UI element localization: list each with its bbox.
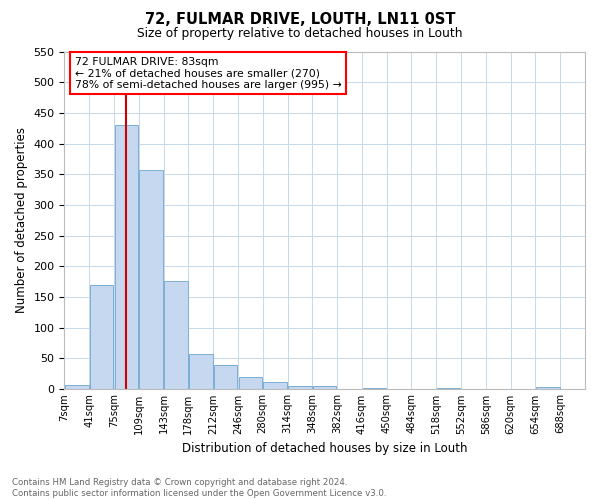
Text: 72 FULMAR DRIVE: 83sqm
← 21% of detached houses are smaller (270)
78% of semi-de: 72 FULMAR DRIVE: 83sqm ← 21% of detached… <box>75 56 341 90</box>
Text: Size of property relative to detached houses in Louth: Size of property relative to detached ho… <box>137 28 463 40</box>
Text: 72, FULMAR DRIVE, LOUTH, LN11 0ST: 72, FULMAR DRIVE, LOUTH, LN11 0ST <box>145 12 455 28</box>
Bar <box>115 125 138 389</box>
Bar <box>189 354 212 389</box>
Bar <box>65 385 89 389</box>
X-axis label: Distribution of detached houses by size in Louth: Distribution of detached houses by size … <box>182 442 467 455</box>
Bar <box>263 382 287 389</box>
Bar <box>536 386 560 389</box>
Bar <box>313 386 337 389</box>
Bar <box>288 386 311 389</box>
Bar <box>164 281 188 389</box>
Bar <box>362 388 386 389</box>
Y-axis label: Number of detached properties: Number of detached properties <box>15 128 28 314</box>
Bar <box>437 388 460 389</box>
Bar <box>239 377 262 389</box>
Bar <box>139 170 163 389</box>
Text: Contains HM Land Registry data © Crown copyright and database right 2024.
Contai: Contains HM Land Registry data © Crown c… <box>12 478 386 498</box>
Bar <box>90 285 113 389</box>
Bar <box>214 364 238 389</box>
